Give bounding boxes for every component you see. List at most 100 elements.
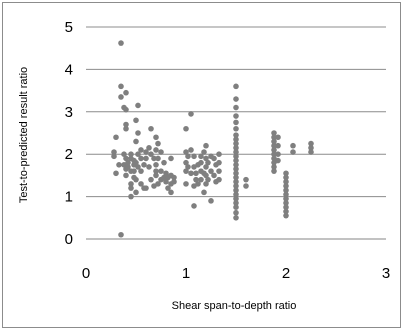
- data-point: [233, 178, 239, 185]
- data-point: [283, 200, 289, 206]
- data-point: [233, 140, 239, 147]
- data-point: [168, 189, 174, 196]
- y-tick-label: 1: [65, 189, 73, 206]
- data-point: [198, 153, 204, 160]
- data-point: [233, 132, 239, 138]
- data-point: [161, 159, 167, 166]
- data-point: [233, 104, 239, 111]
- data-point: [168, 155, 174, 162]
- data-point: [233, 166, 239, 172]
- data-point: [233, 125, 239, 132]
- data-point: [118, 231, 124, 238]
- data-point: [201, 189, 207, 196]
- data-point: [148, 125, 154, 132]
- data-point: [283, 178, 289, 185]
- data-point: [198, 159, 204, 166]
- data-point: [243, 183, 249, 189]
- data-point: [233, 162, 239, 168]
- data-point: [203, 155, 209, 162]
- data-point: [133, 176, 139, 183]
- data-point: [205, 159, 211, 166]
- data-point: [233, 157, 239, 164]
- data-point: [216, 151, 222, 157]
- data-point: [158, 149, 164, 155]
- data-point: [233, 183, 239, 189]
- data-point: [125, 164, 131, 170]
- data-point: [271, 134, 277, 141]
- data-point: [208, 168, 214, 174]
- data-point: [233, 195, 239, 202]
- data-point: [283, 208, 289, 215]
- data-point: [233, 149, 239, 155]
- data-point: [188, 170, 194, 177]
- data-point: [153, 134, 159, 141]
- data-point: [183, 125, 189, 132]
- data-point: [283, 170, 289, 177]
- data-point: [111, 149, 117, 155]
- data-point: [233, 153, 239, 160]
- data-point: [271, 151, 277, 157]
- data-point: [233, 136, 239, 143]
- data-point: [233, 209, 239, 216]
- data-point: [113, 134, 119, 141]
- y-tick-label: 2: [65, 146, 73, 163]
- data-point: [143, 185, 149, 191]
- data-point: [308, 140, 314, 147]
- data-point: [233, 215, 239, 221]
- data-point: [203, 181, 209, 187]
- data-point: [155, 140, 161, 147]
- data-point: [151, 155, 157, 162]
- data-point: [233, 170, 239, 177]
- data-point: [123, 106, 129, 113]
- data-point: [133, 159, 139, 166]
- data-point: [165, 185, 171, 191]
- y-tick-label: 4: [65, 61, 73, 78]
- data-point: [148, 176, 154, 183]
- data-point: [155, 155, 161, 162]
- data-point: [153, 168, 159, 174]
- scatter-chart: 0 1 2 3 4 5 0 1 2 3 Shear span-to-depth ratio Te…: [18, 19, 390, 312]
- y-tick-label: 3: [65, 104, 73, 121]
- data-point: [183, 159, 189, 166]
- data-points: [111, 40, 314, 238]
- data-point: [153, 162, 159, 168]
- data-point: [283, 174, 289, 181]
- data-point: [135, 151, 141, 157]
- data-point: [161, 174, 167, 181]
- data-point: [123, 155, 129, 162]
- data-point: [188, 147, 194, 153]
- data-point: [271, 130, 277, 136]
- data-point: [158, 168, 164, 174]
- y-tick-labels: 0 1 2 3 4 5: [65, 19, 73, 248]
- data-point: [155, 181, 161, 187]
- data-point: [208, 198, 214, 204]
- data-point: [201, 149, 207, 155]
- data-point: [216, 168, 222, 174]
- data-point: [138, 168, 144, 174]
- x-tick-label: 0: [82, 265, 90, 282]
- data-point: [203, 172, 209, 179]
- data-point: [271, 164, 277, 170]
- data-point: [153, 172, 159, 179]
- data-point: [188, 111, 194, 117]
- data-point: [135, 164, 141, 170]
- data-point: [233, 83, 239, 90]
- data-point: [118, 83, 124, 90]
- data-point: [211, 155, 217, 162]
- data-point: [308, 145, 314, 151]
- data-point: [283, 191, 289, 198]
- data-point: [143, 155, 149, 162]
- data-point: [198, 176, 204, 183]
- data-point: [185, 164, 191, 170]
- data-point: [118, 94, 124, 100]
- data-point: [233, 119, 239, 126]
- data-point: [116, 162, 122, 168]
- data-point: [233, 113, 239, 119]
- data-point: [113, 170, 119, 177]
- data-point: [123, 172, 129, 179]
- data-point: [275, 142, 281, 149]
- chart-frame: 0 1 2 3 4 5 0 1 2 3 Shear span-to-depth ratio Te…: [2, 2, 401, 328]
- data-point: [191, 203, 197, 209]
- data-point: [128, 193, 134, 200]
- data-point: [111, 153, 117, 160]
